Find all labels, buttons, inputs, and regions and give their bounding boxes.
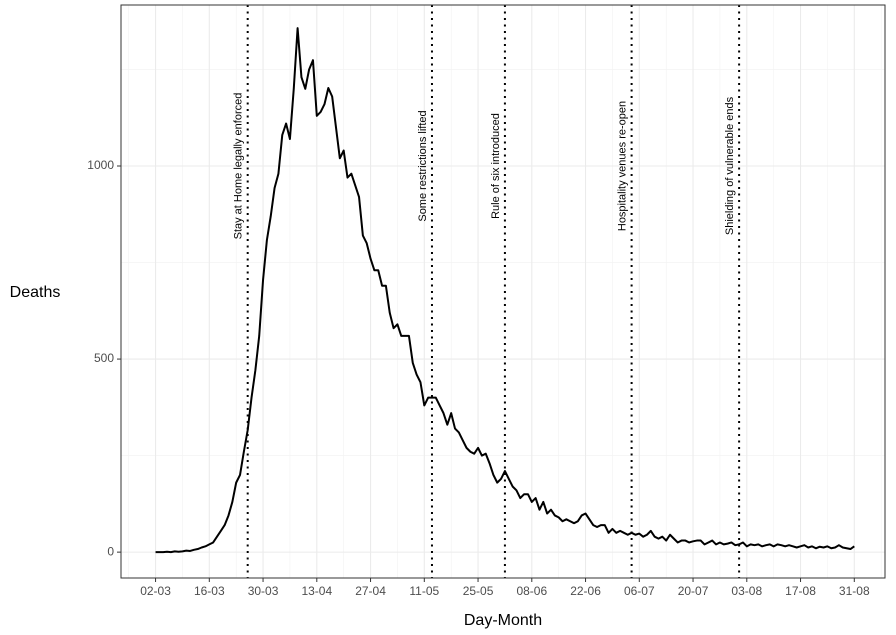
x-tick-label: 13-04 [301, 584, 332, 598]
line [155, 27, 855, 554]
x-tick-label: 31-08 [839, 584, 870, 598]
x-tick-label: 06-07 [624, 584, 655, 598]
x-tick-label: 20-07 [678, 584, 709, 598]
x-tick-label: 02-03 [140, 584, 171, 598]
annotation-label: Hospitality venues re-open [617, 101, 629, 231]
x-tick-label: 17-08 [785, 584, 816, 598]
annotation-label: Rule of six introduced [490, 113, 502, 219]
y-axis-title: Deaths [10, 284, 61, 301]
x-tick-label: 30-03 [248, 584, 279, 598]
annotation-label: Some restrictions lifted [417, 110, 429, 221]
x-axis-title: Day-Month [464, 612, 542, 629]
x-tick-label: 11-05 [409, 584, 439, 598]
x-tick-label: 16-03 [194, 584, 225, 598]
plot-panel [121, 5, 885, 578]
x-tick-label: 25-05 [463, 584, 494, 598]
plot-border [120, 4, 886, 579]
x-tick-label: 27-04 [355, 584, 386, 598]
annotation-label: Stay at Home legally enforced [233, 93, 245, 240]
y-tick-label: 500 [94, 351, 114, 365]
x-tick-label: 08-06 [516, 584, 547, 598]
x-tick-label: 03-08 [731, 584, 762, 598]
y-tick-label: 0 [107, 544, 114, 558]
y-tick-label: 1000 [87, 158, 114, 172]
annotation-label: Shielding of vulnerable ends [724, 96, 736, 235]
x-tick-label: 22-06 [570, 584, 601, 598]
